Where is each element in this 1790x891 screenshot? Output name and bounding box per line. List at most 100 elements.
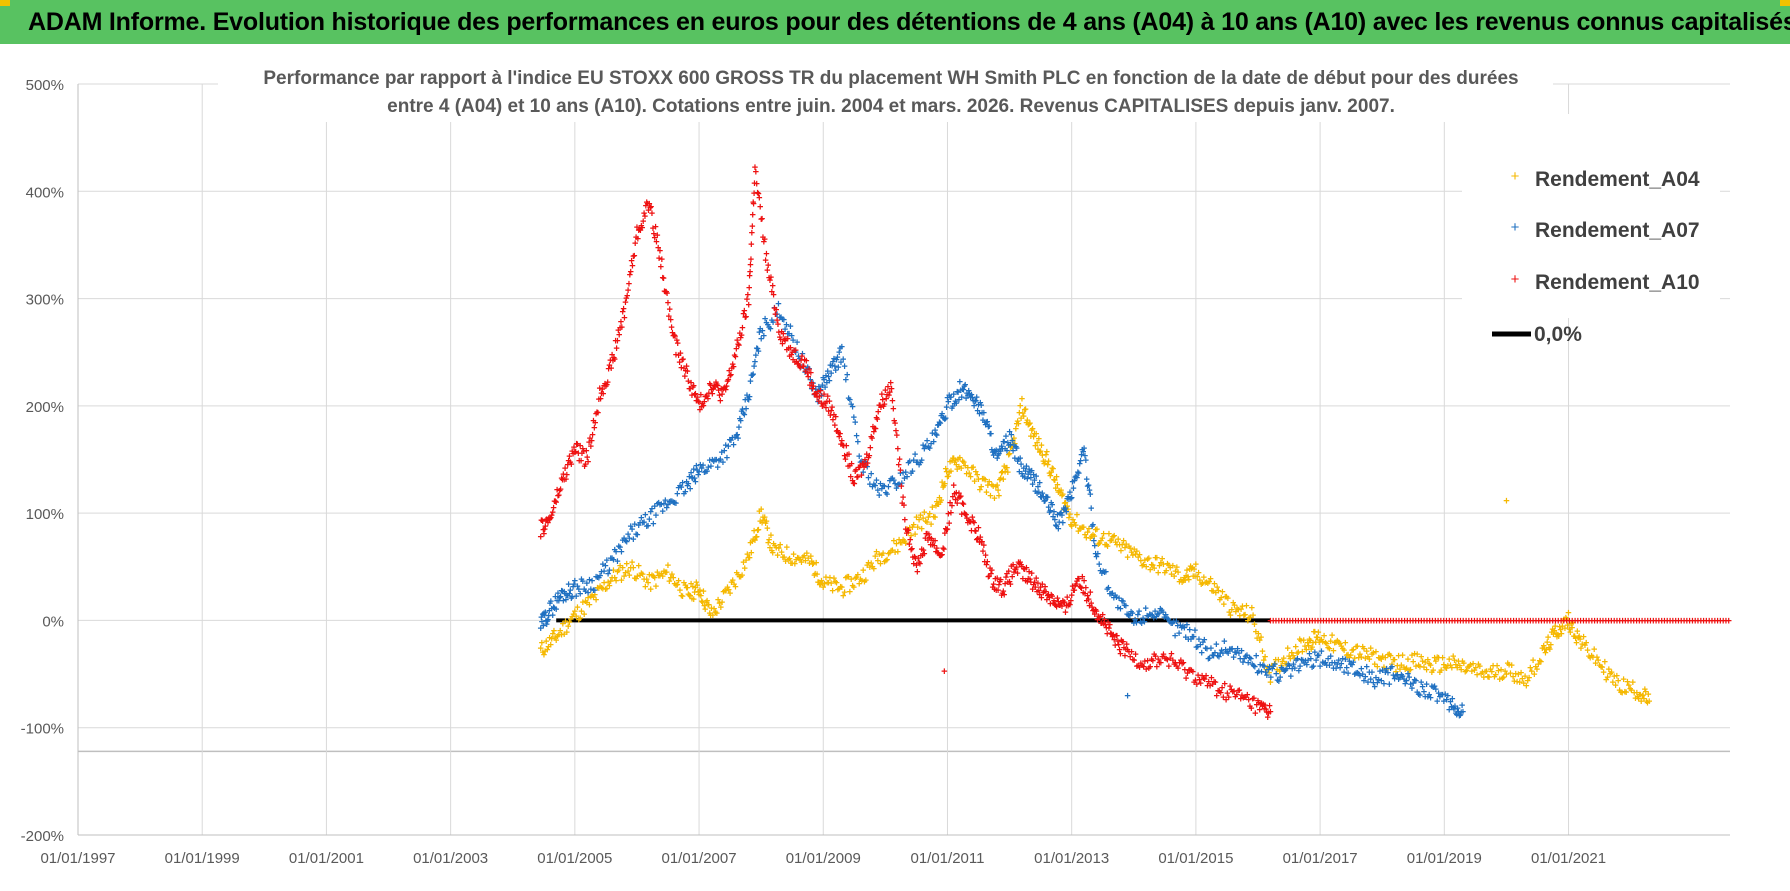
data-point: + (1462, 666, 1468, 678)
data-point: + (562, 588, 568, 600)
data-point: + (1031, 475, 1037, 487)
data-point: + (720, 457, 726, 469)
data-point: + (835, 585, 841, 597)
data-point: + (736, 422, 742, 434)
data-point: + (1599, 662, 1605, 674)
data-point: + (1470, 659, 1476, 671)
data-point: + (1308, 644, 1314, 656)
data-point: + (966, 468, 972, 480)
data-point: + (881, 556, 887, 568)
data-point: + (649, 570, 655, 582)
data-point: + (1602, 657, 1608, 669)
data-point: + (663, 567, 669, 579)
data-point: + (701, 467, 707, 479)
data-point: + (1353, 642, 1359, 654)
data-point: + (1493, 670, 1499, 682)
data-point: + (1095, 549, 1101, 561)
data-point: + (860, 467, 866, 479)
data-point: + (1189, 563, 1195, 575)
data-point: + (934, 420, 940, 432)
data-point: + (1726, 615, 1732, 627)
data-point: + (1515, 669, 1521, 681)
data-point: + (1374, 662, 1380, 674)
data-point: + (832, 411, 838, 423)
data-point: + (1160, 607, 1166, 619)
data-point: + (565, 590, 571, 602)
data-point: + (1040, 492, 1046, 504)
data-point: + (994, 453, 1000, 465)
data-point: + (770, 539, 776, 551)
data-point: + (1127, 543, 1133, 555)
data-point: + (877, 559, 883, 571)
data-point: + (562, 616, 568, 628)
data-point: + (1063, 507, 1069, 519)
data-point: + (963, 393, 969, 405)
data-point: + (936, 492, 942, 504)
data-point: + (560, 618, 566, 630)
y-tick-label: 0% (42, 613, 64, 630)
data-point: + (545, 611, 551, 623)
data-point: + (581, 584, 587, 596)
data-point: + (682, 580, 688, 592)
data-point: + (1358, 652, 1364, 664)
data-point: + (663, 502, 669, 514)
data-point: + (649, 503, 655, 515)
data-point: + (1469, 666, 1475, 678)
data-point: + (757, 516, 763, 528)
data-point: + (655, 498, 661, 510)
y-tick-label: 500% (26, 77, 64, 94)
data-point: + (1029, 466, 1035, 478)
data-point: + (1147, 609, 1153, 621)
data-point: + (1350, 645, 1356, 657)
data-point: + (1175, 567, 1181, 579)
data-point: + (929, 502, 935, 514)
data-point: + (551, 603, 557, 615)
data-point: + (566, 617, 572, 629)
data-point: + (925, 512, 931, 524)
data-point: + (891, 535, 897, 547)
data-point: + (588, 592, 594, 604)
data-point: + (1028, 431, 1034, 443)
data-point: + (1253, 627, 1259, 639)
data-point: + (707, 610, 713, 622)
data-point: + (1399, 650, 1405, 662)
data-point: + (1050, 511, 1056, 523)
data-point: + (738, 416, 744, 428)
data-point: + (1043, 492, 1049, 504)
data-point: + (944, 393, 950, 405)
data-point: + (1042, 456, 1048, 468)
data-point: + (1290, 651, 1296, 663)
data-point: + (1006, 427, 1012, 439)
data-point: + (1061, 505, 1067, 517)
data-point: + (617, 542, 623, 554)
data-point: + (751, 526, 757, 538)
data-point: + (556, 629, 562, 641)
data-point: + (626, 533, 632, 545)
data-point: + (701, 600, 707, 612)
data-point: + (1005, 450, 1011, 462)
data-point: + (1584, 645, 1590, 657)
data-point: + (1523, 680, 1529, 692)
data-point: + (900, 535, 906, 547)
data-point: + (1628, 685, 1634, 697)
data-point: + (949, 403, 955, 415)
data-point: + (542, 607, 548, 619)
data-point: + (948, 466, 954, 478)
data-point: + (540, 620, 546, 632)
data-point: + (801, 361, 807, 373)
data-point: + (706, 608, 712, 620)
data-point: + (1191, 564, 1197, 576)
data-point: + (1085, 480, 1091, 492)
data-point: + (1036, 434, 1042, 446)
data-point: + (646, 569, 652, 581)
data-point: + (1080, 447, 1086, 459)
data-point: + (713, 455, 719, 467)
data-point: + (1151, 563, 1157, 575)
data-point: + (1429, 667, 1435, 679)
data-point: + (734, 567, 740, 579)
data-point: + (781, 552, 787, 564)
data-point: + (911, 455, 917, 467)
data-point: + (671, 498, 677, 510)
data-point: + (821, 374, 827, 386)
data-point: + (892, 547, 898, 559)
